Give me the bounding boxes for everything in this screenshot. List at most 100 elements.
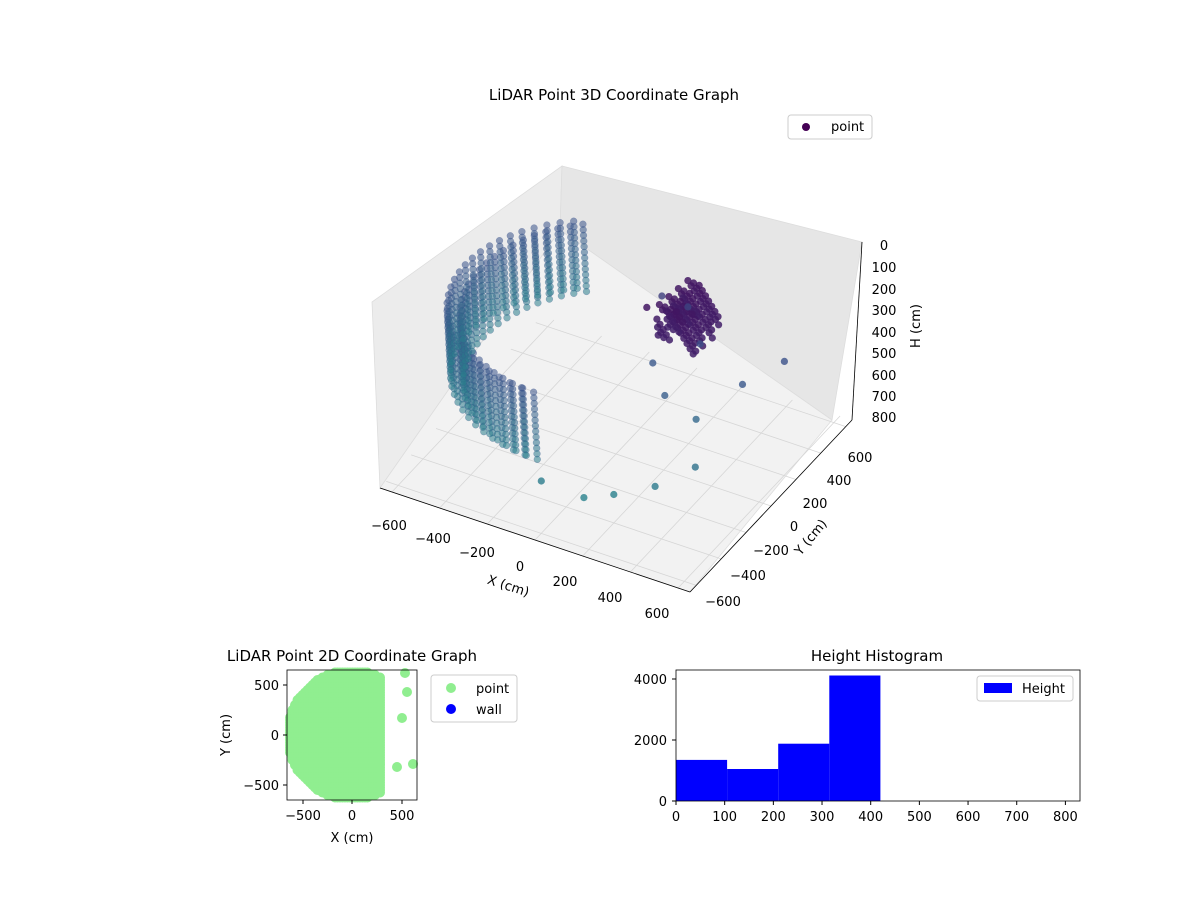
cluster-point-3d	[674, 285, 683, 293]
scatter-point-3d	[691, 463, 699, 471]
histogram-bar	[778, 743, 830, 801]
hist-x-tick-label: 200	[761, 810, 786, 825]
wall-point-3d	[447, 374, 455, 382]
hist-x-tick-label: 800	[1053, 810, 1078, 825]
cluster-point-3d	[694, 321, 702, 329]
histogram-legend: Height	[976, 675, 1074, 702]
cluster-point-3d	[689, 295, 697, 303]
wall-point-3d	[522, 451, 530, 460]
scatter-point-3d	[658, 292, 666, 300]
2d-x-tick-label: 500	[390, 809, 415, 824]
wall-point-3d	[468, 409, 476, 417]
outlier-point-2d	[402, 687, 412, 697]
y3d-tick-label: 200	[803, 497, 828, 512]
hist-x-tick-label: 0	[672, 810, 680, 825]
scatter-point-3d	[651, 482, 659, 490]
2d-x-ticks: −500 0 500	[285, 800, 414, 824]
z3d-tick-label: 800	[872, 411, 897, 426]
wall-point-3d	[486, 430, 494, 438]
wall-point-3d	[570, 289, 578, 298]
cluster-point-3d	[682, 323, 690, 332]
3d-z-axis-label: H (cm)	[909, 304, 924, 348]
2d-x-tick-label: −500	[285, 809, 321, 824]
wall-point-3d	[448, 382, 456, 390]
z3d-tick-label: 600	[872, 369, 897, 384]
wall-point-3d	[546, 288, 555, 296]
histogram-bars	[676, 675, 881, 801]
2d-x-axis-label: X (cm)	[331, 831, 374, 846]
wall-point-3d	[480, 315, 488, 323]
cluster-point-3d	[714, 313, 722, 321]
cluster-point-3d	[659, 326, 667, 334]
3d-legend-label: point	[831, 120, 864, 135]
wall-point-3d	[459, 335, 467, 343]
z3d-tick-label: 400	[872, 326, 897, 341]
z3d-tick-label: 0	[880, 239, 888, 254]
histogram-x-ticks: 0 100 200 300 400 500 600 700 800	[672, 801, 1078, 825]
2d-x-tick-label: 0	[348, 809, 356, 824]
hist-y-tick-label: 2000	[634, 734, 667, 749]
x3d-tick-label: −400	[415, 532, 451, 547]
wall-point-3d	[460, 386, 468, 394]
wall-point-3d	[573, 284, 581, 293]
3d-z-axis	[851, 241, 863, 421]
wall-point-3d	[479, 333, 487, 341]
histogram-title: Height Histogram	[811, 647, 943, 665]
grid-line-3d	[510, 348, 821, 454]
3d-y-ticks: −600 −400 −200 0 200 400 600	[705, 451, 872, 610]
scatter-point-3d	[649, 359, 657, 367]
chart-3d: LiDAR Point 3D Coordinate Graph −600 −40…	[371, 86, 924, 622]
cluster-point-3d	[643, 303, 651, 311]
scatter-point-3d	[780, 357, 789, 365]
x3d-tick-label: 400	[598, 591, 623, 606]
hist-legend-swatch	[984, 683, 1012, 693]
scatter-point-3d	[692, 415, 700, 423]
wall-point-3d	[459, 406, 467, 414]
3d-x-ticks: −600 −400 −200 0 200 400 600	[371, 519, 669, 622]
hist-legend-box	[976, 675, 1074, 702]
wall-point-3d	[582, 287, 591, 296]
chart-histogram: Height Histogram 0 100 200 300 400 500 600 700 8…	[634, 647, 1081, 825]
wall-point-3d	[521, 295, 530, 303]
cluster-point-3d	[701, 292, 710, 300]
wall-point-3d	[512, 308, 521, 316]
cluster-point-3d	[692, 347, 700, 355]
cluster-point-3d	[691, 315, 699, 324]
hist-y-tick-label: 4000	[634, 673, 667, 688]
scatter-point-3d	[696, 340, 704, 348]
wall-point-3d	[450, 350, 459, 358]
x3d-tick-label: −600	[371, 519, 407, 534]
3d-x-axis-label: X (cm)	[485, 573, 531, 601]
z3d-tick-label: 200	[872, 283, 897, 298]
cluster-point-3d	[686, 289, 694, 297]
wall-point-3d	[472, 321, 480, 329]
z3d-tick-label: 100	[872, 261, 897, 276]
scatter-point-3d	[580, 494, 588, 502]
wall-point-3d	[534, 291, 542, 299]
3d-z-ticks: 0 100 200 300 400 500 600 700 800	[872, 239, 897, 426]
wall-point-3d	[454, 398, 462, 406]
3d-legend-marker	[802, 123, 810, 131]
y3d-tick-label: 400	[827, 474, 852, 489]
wall-point-3d	[479, 423, 487, 431]
2d-legend: point wall	[430, 674, 518, 723]
cluster-point-3d	[665, 336, 674, 344]
wall-point-3d	[448, 358, 456, 366]
cluster-point-3d	[665, 293, 673, 301]
3d-x-axis	[379, 487, 691, 593]
3d-legend-box	[787, 114, 873, 140]
histogram-bar	[676, 759, 728, 801]
z3d-tick-label: 300	[872, 304, 897, 319]
2d-y-ticks: −500 0 500	[243, 679, 287, 794]
histogram-bar	[829, 675, 881, 801]
wall-point-3d	[454, 342, 462, 351]
x3d-tick-label: 600	[645, 607, 670, 622]
grid-line-3d	[677, 415, 841, 589]
scatter-point-3d	[661, 391, 669, 400]
scatter-point-3d	[738, 380, 747, 388]
cluster-point-3d	[707, 318, 715, 326]
y3d-tick-label: −200	[753, 544, 789, 559]
cluster-point-3d	[655, 301, 664, 309]
wall-point-3d	[557, 292, 566, 300]
